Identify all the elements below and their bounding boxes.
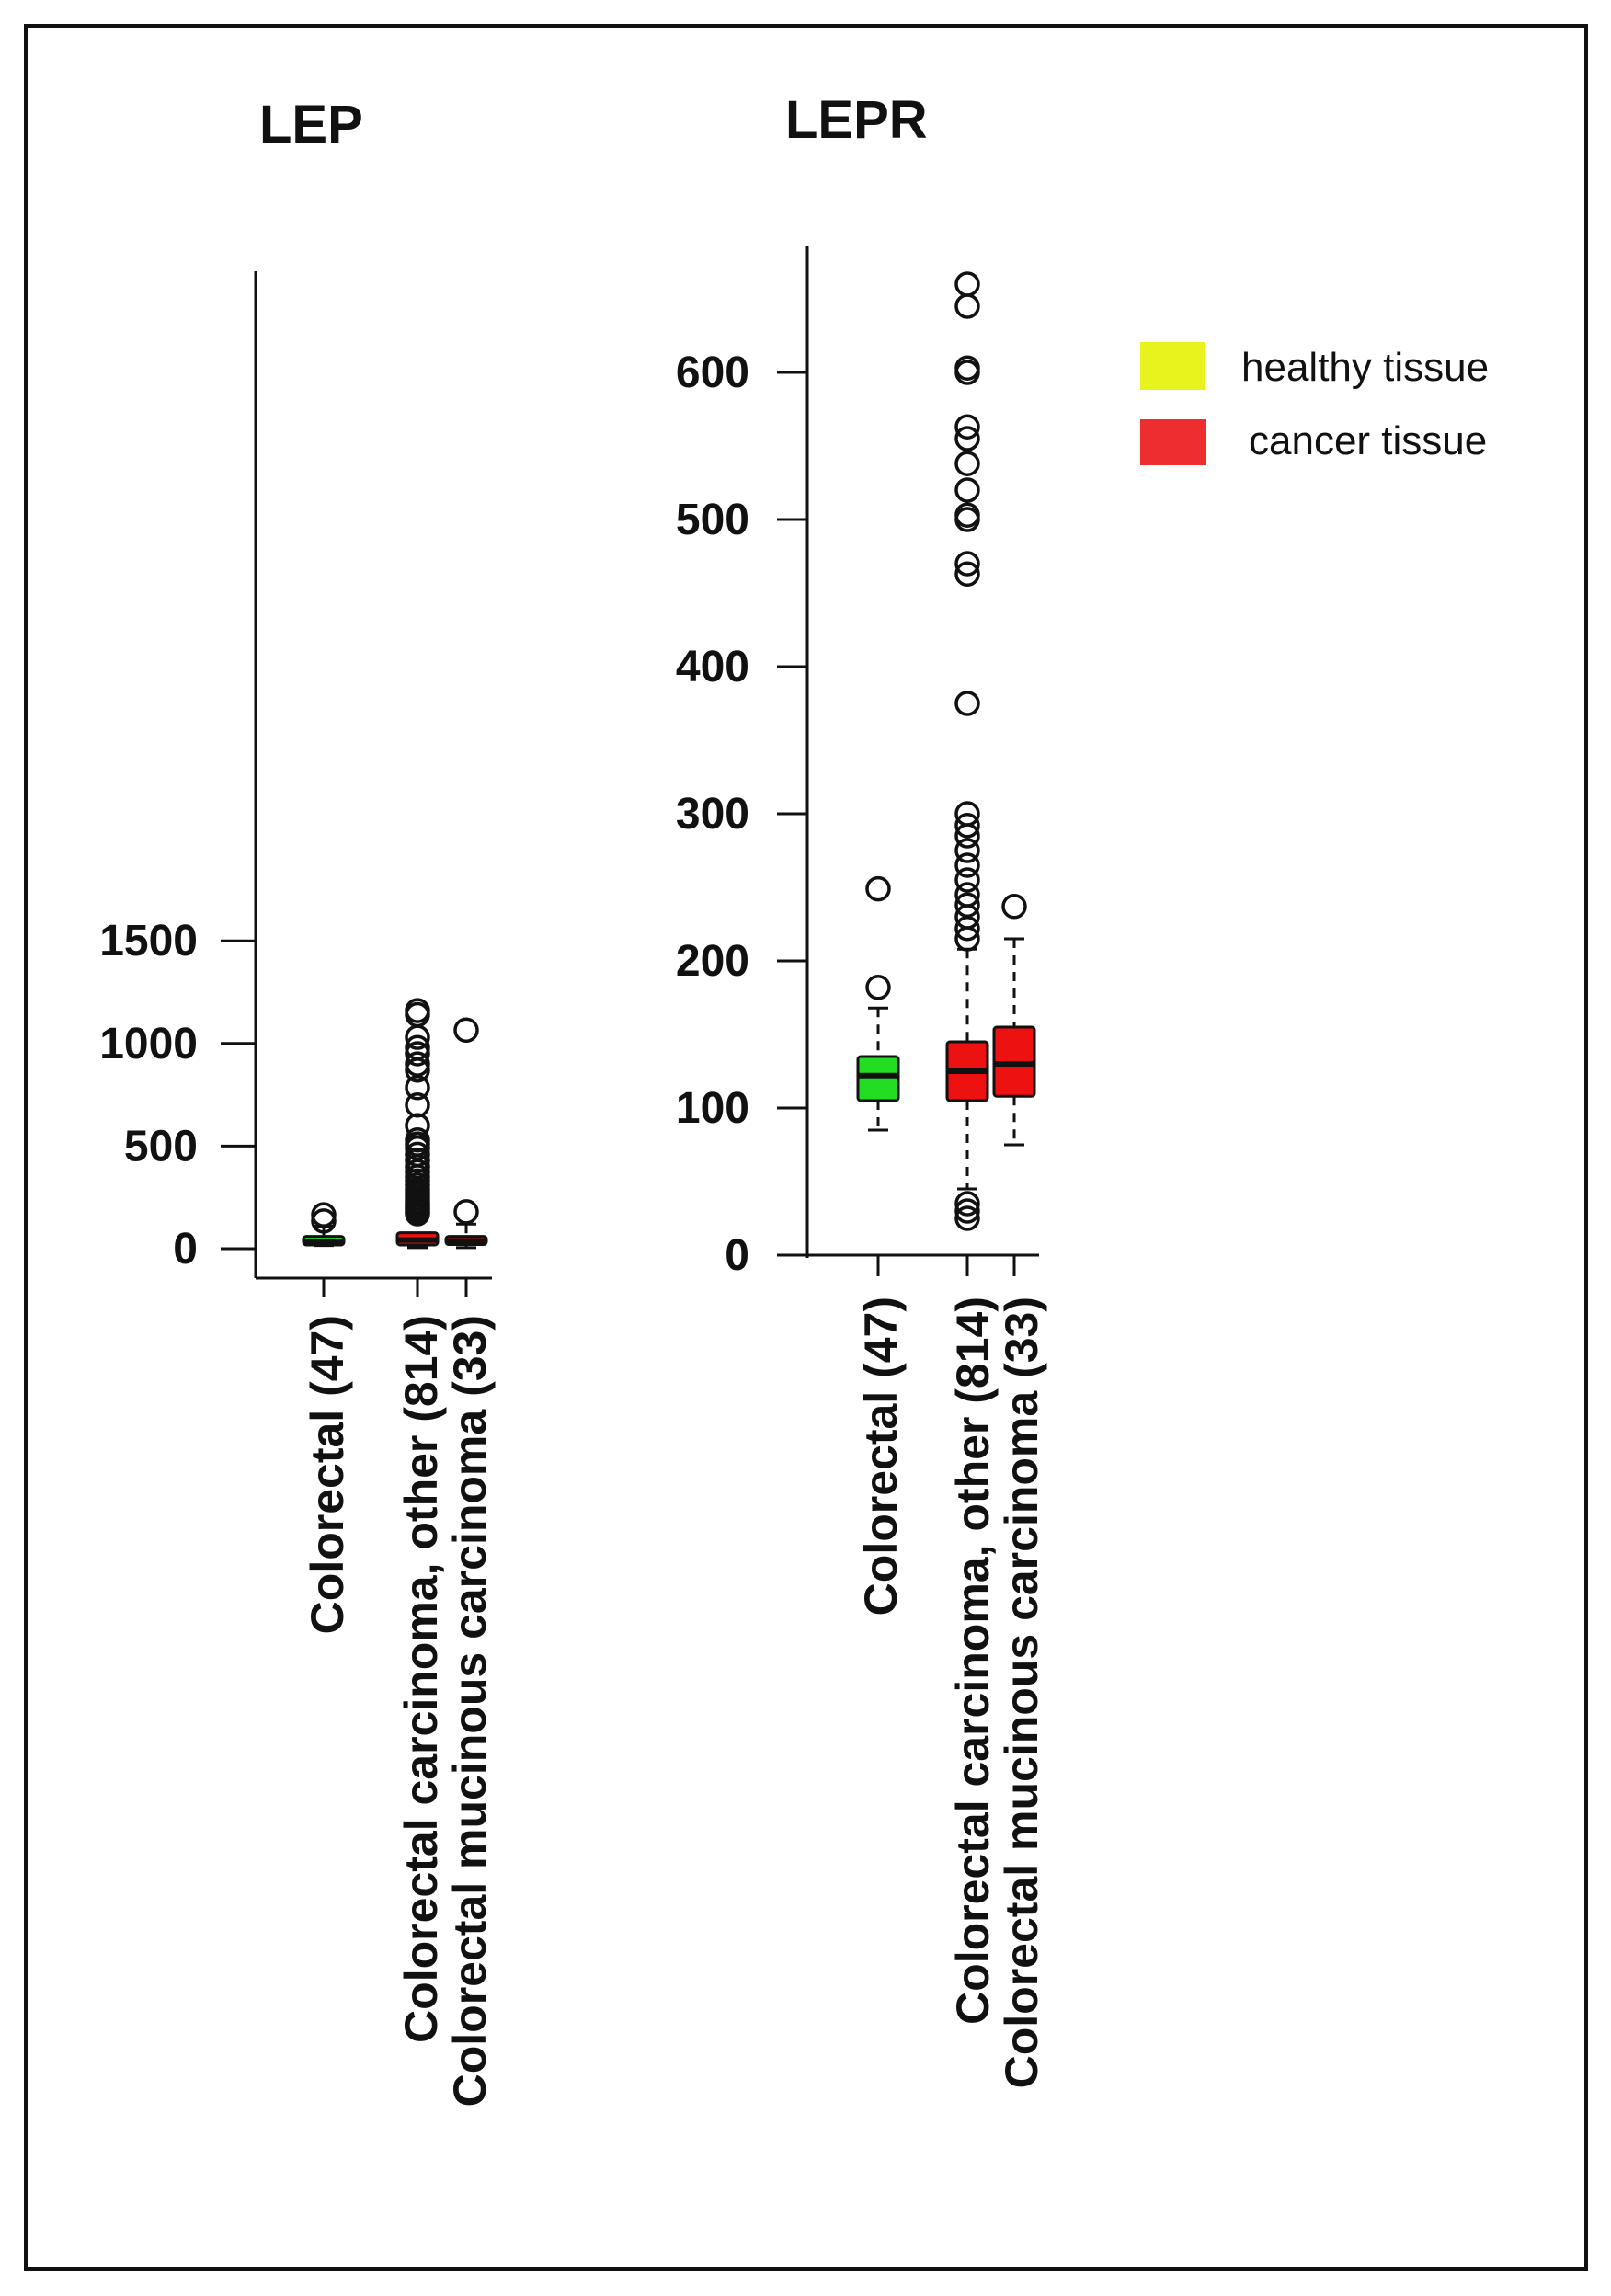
lepr-category-label-1: Colorectal (47) xyxy=(855,1296,907,1616)
lep-box-group-1 xyxy=(302,1202,346,1297)
lep-panel: LEP 0 500 1000 1500 Colorectal (47) Colorec… xyxy=(99,95,496,2107)
lep-y-tick-label-1000: 1000 xyxy=(99,1020,198,1068)
lepr-outlier-2-8 xyxy=(954,882,980,908)
lepr-category-label-3: Colorectal mucinous carcinoma (33) xyxy=(996,1296,1047,2088)
lep-outlier-2-23 xyxy=(405,1092,430,1118)
legend: healthy tissue cancer tissue xyxy=(1140,342,1489,465)
lep-y-tick-label-0: 0 xyxy=(173,1225,198,1274)
lepr-outlier-2-7 xyxy=(954,892,980,918)
lepr-box-group-3 xyxy=(992,894,1036,1276)
lep-title: LEP xyxy=(259,95,363,154)
lep-outlier-3-1 xyxy=(453,1199,479,1225)
lep-outlier-2-31 xyxy=(405,998,430,1023)
lepr-y-ticks: 0 100 200 300 400 500 600 xyxy=(676,348,807,1280)
lepr-outlier-2-16 xyxy=(954,561,980,587)
lep-outlier-2-26 xyxy=(405,1051,430,1077)
lep-outlier-2-28 xyxy=(405,1034,430,1061)
lep-box-group-2 xyxy=(395,998,440,1297)
lepr-outlier-2-17 xyxy=(954,551,980,577)
lep-y-tick-label-1500: 1500 xyxy=(99,917,198,965)
lepr-y-tick-label-300: 300 xyxy=(676,790,749,839)
lep-outlier-2-21 xyxy=(405,1126,430,1153)
lepr-outlier-2-15 xyxy=(954,691,980,716)
lepr-outlier-3-1 xyxy=(1001,894,1027,920)
lepr-outlier-2-10 xyxy=(954,852,980,878)
lepr-outlier-1-1 xyxy=(865,975,891,1000)
lep-category-label-3: Colorectal mucinous carcinoma (33) xyxy=(444,1315,496,2107)
legend-label-healthy: healthy tissue xyxy=(1241,345,1489,390)
lep-axes xyxy=(254,271,492,1280)
lepr-outlier-1-2 xyxy=(865,875,891,902)
lepr-outlier-2-27 xyxy=(954,271,980,297)
lepr-title: LEPR xyxy=(785,90,928,150)
lepr-outlier-2-21 xyxy=(954,451,980,476)
lepr-y-tick-label-400: 400 xyxy=(676,643,749,691)
lepr-outlier-2-3 xyxy=(954,1191,980,1217)
legend-swatch-healthy xyxy=(1140,342,1205,390)
lepr-boxes xyxy=(856,271,1036,1276)
lep-category-label-2: Colorectal carcinoma, other (814) xyxy=(395,1315,447,2043)
lepr-outlier-2-20 xyxy=(954,477,980,503)
lepr-outlier-2-13 xyxy=(954,813,980,839)
lep-outlier-3-2 xyxy=(453,1017,479,1044)
lepr-outlier-2-1 xyxy=(954,1205,980,1231)
lep-boxes xyxy=(302,998,488,1297)
lepr-y-tick-label-600: 600 xyxy=(676,348,749,397)
lepr-outlier-2-11 xyxy=(954,838,980,863)
lepr-box-group-1 xyxy=(856,875,900,1276)
lep-category-label-1: Colorectal (47) xyxy=(302,1315,353,1634)
lepr-y-tick-label-0: 0 xyxy=(725,1231,749,1280)
lepr-category-label-2: Colorectal carcinoma, other (814) xyxy=(947,1296,999,2025)
lepr-outlier-2-14 xyxy=(954,801,980,827)
lepr-outlier-2-25 xyxy=(954,355,980,381)
lepr-y-tick-label-200: 200 xyxy=(676,937,749,986)
lepr-panel: LEPR 0 100 200 300 400 500 600 Colorectal (47)… xyxy=(676,90,1047,2088)
lep-y-tick-label-500: 500 xyxy=(124,1122,198,1171)
lepr-outlier-2-19 xyxy=(954,502,980,528)
lepr-box-1 xyxy=(856,1055,900,1102)
lep-y-ticks: 0 500 1000 1500 xyxy=(99,917,256,1274)
lep-box-group-3 xyxy=(444,1017,488,1297)
lepr-outlier-2-9 xyxy=(954,867,980,893)
lepr-outlier-2-22 xyxy=(954,426,980,451)
legend-swatch-cancer xyxy=(1140,419,1206,465)
lepr-axes xyxy=(777,246,1039,1258)
lepr-box-group-2 xyxy=(945,271,989,1276)
legend-label-cancer: cancer tissue xyxy=(1249,418,1487,463)
lepr-outlier-2-23 xyxy=(954,414,980,440)
lepr-outlier-2-2 xyxy=(954,1198,980,1224)
lep-outlier-1-2 xyxy=(311,1202,337,1228)
lepr-y-tick-label-100: 100 xyxy=(676,1084,749,1133)
lepr-y-tick-label-500: 500 xyxy=(676,496,749,544)
